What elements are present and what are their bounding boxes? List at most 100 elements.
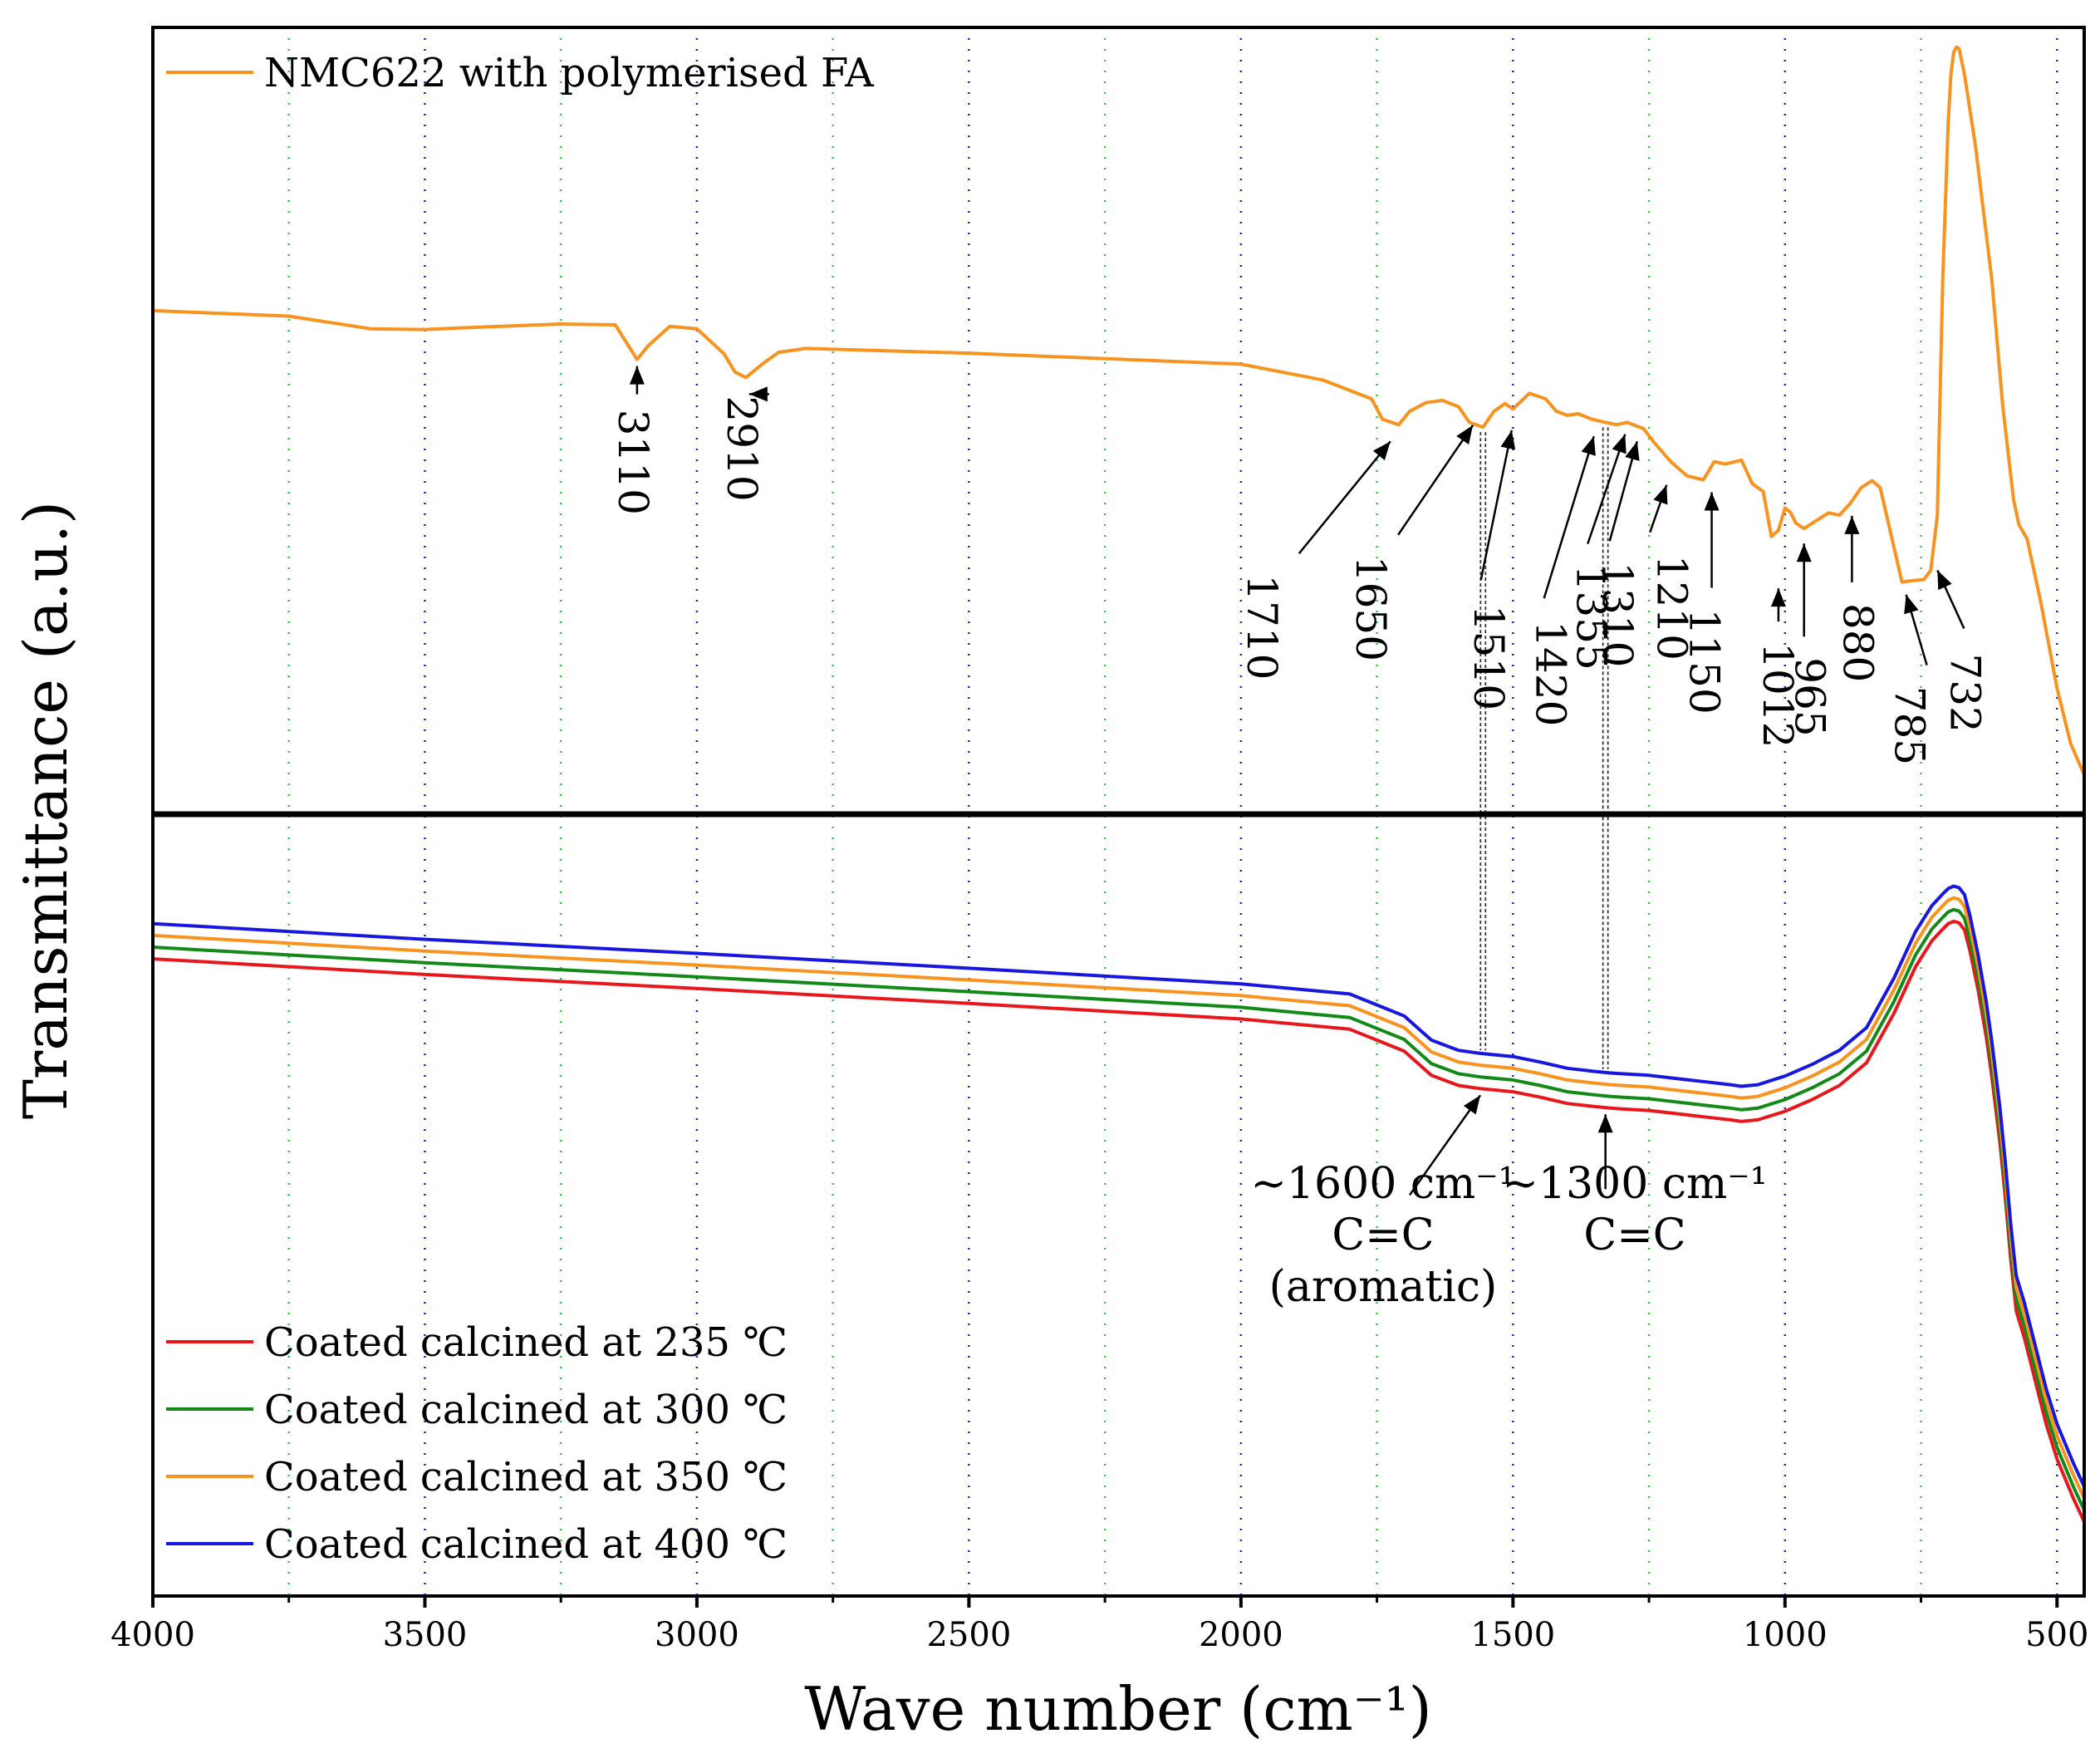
guide-line-1555 xyxy=(1479,432,1487,1051)
peak-arrow xyxy=(1543,435,1596,599)
peak-label-785: 785 xyxy=(1886,686,1934,765)
bottom-panel-series xyxy=(152,884,2086,1523)
guide-line-1330 xyxy=(1602,427,1609,1069)
peak-annotation-1510: 1510 xyxy=(1465,430,1516,710)
peak-annotation-785: 785 xyxy=(1886,594,1934,765)
peak-label-1012: 1012 xyxy=(1754,642,1802,748)
x-tick-label: 2000 xyxy=(1199,1616,1283,1654)
y-axis-title: Transmittance (a.u.) xyxy=(11,501,81,1119)
x-tick-label: 1000 xyxy=(1743,1616,1828,1654)
peak-annotation-1355: 1355 xyxy=(1567,434,1627,670)
peak-arrow xyxy=(1479,430,1516,581)
peak-arrow xyxy=(1608,440,1640,542)
legend-label: Coated calcined at 400 ℃ xyxy=(264,1521,788,1568)
peak-arrow-head xyxy=(629,366,645,385)
x-tick-label: 2500 xyxy=(926,1616,1011,1654)
peak-arrow xyxy=(1649,484,1668,533)
peak-arrow-shaft xyxy=(1479,430,1513,581)
series-line-4 xyxy=(152,884,2086,1488)
peak-arrow xyxy=(748,386,769,402)
peak-label-1210: 1210 xyxy=(1647,555,1695,661)
peak-label-2910: 2910 xyxy=(718,395,766,501)
peak-arrow-shaft xyxy=(1397,425,1474,536)
peak-arrow-head xyxy=(1625,441,1640,461)
note-text-line: ~1600 cm⁻¹ xyxy=(1250,1159,1515,1209)
peak-arrow xyxy=(629,366,645,395)
peak-annotation-1210: 1210 xyxy=(1647,484,1695,661)
legend-entry-3: Coated calcined at 350 ℃ xyxy=(166,1454,788,1500)
peak-arrow-head xyxy=(1500,430,1516,450)
legend-entry-4: Coated calcined at 400 ℃ xyxy=(166,1521,788,1568)
peak-label-3110: 3110 xyxy=(609,410,657,515)
peak-arrow-head xyxy=(1796,543,1812,562)
peak-label-1710: 1710 xyxy=(1238,574,1286,680)
note-arrow xyxy=(1597,1114,1613,1190)
peak-label-880: 880 xyxy=(1833,603,1882,682)
bottom-annotation-2: ~1300 cm⁻¹C=C xyxy=(1502,1114,1768,1260)
peak-arrow-shaft xyxy=(1543,435,1595,599)
peak-arrow-shaft xyxy=(1298,440,1391,555)
bottom-annotations: ~1600 cm⁻¹C=C(aromatic)~1300 cm⁻¹C=C xyxy=(1250,1094,1768,1312)
peak-arrow-head xyxy=(1372,441,1391,460)
legend-label: Coated calcined at 235 ℃ xyxy=(264,1319,788,1366)
x-axis-ticks: 4000 3500 3000 2500 2000 1500 1000 500 xyxy=(110,1596,2088,1654)
plot-frames xyxy=(151,26,2086,1598)
note-arrow-head xyxy=(1463,1095,1481,1115)
peak-arrow-head xyxy=(1456,425,1474,445)
peak-arrow xyxy=(1587,434,1627,545)
dashed-guide-lines xyxy=(1479,427,1609,1069)
top-panel-series xyxy=(152,45,2086,776)
note-text-line: (aromatic) xyxy=(1269,1262,1498,1312)
peak-arrow-head xyxy=(1937,570,1952,591)
peak-annotation-965: 965 xyxy=(1786,543,1834,737)
peak-arrow-head xyxy=(1612,434,1627,454)
peak-arrow-head xyxy=(748,386,768,402)
peak-annotation-1310: 1310 xyxy=(1593,440,1641,667)
peak-arrow-head xyxy=(1904,594,1919,615)
top-legend: NMC622 with polymerised FA xyxy=(166,50,875,96)
peak-arrow xyxy=(1796,543,1812,637)
note-arrow xyxy=(1409,1094,1482,1196)
peak-annotation-1012: 1012 xyxy=(1754,588,1802,748)
note-arrow-head xyxy=(1597,1114,1613,1133)
note-text-line: ~1300 cm⁻¹ xyxy=(1502,1159,1767,1209)
peak-annotation-1650: 1650 xyxy=(1347,425,1474,661)
peak-label-1355: 1355 xyxy=(1567,565,1615,670)
note-text-line: C=C xyxy=(1583,1211,1685,1260)
peak-label-1310: 1310 xyxy=(1593,562,1641,667)
legend-label: Coated calcined at 350 ℃ xyxy=(264,1454,788,1500)
peak-label-1420: 1420 xyxy=(1527,621,1575,726)
peak-arrow xyxy=(1397,425,1474,536)
peak-arrow xyxy=(1904,594,1928,665)
peak-annotation-1710: 1710 xyxy=(1238,440,1391,680)
bottom-annotation-1: ~1600 cm⁻¹C=C(aromatic) xyxy=(1250,1094,1516,1312)
peak-annotation-1150: 1150 xyxy=(1680,492,1729,715)
peak-arrow-head xyxy=(1770,588,1786,607)
peak-arrow xyxy=(1704,492,1720,588)
legend-label: NMC622 with polymerised FA xyxy=(264,50,875,96)
peak-arrow xyxy=(1844,515,1860,582)
peak-label-1150: 1150 xyxy=(1680,609,1729,715)
note-arrow-shaft xyxy=(1409,1094,1482,1196)
peak-arrow-head xyxy=(1844,515,1860,534)
x-tick-label: 500 xyxy=(2025,1616,2088,1654)
peak-label-732: 732 xyxy=(1941,653,1989,732)
x-tick-label: 3000 xyxy=(655,1616,739,1654)
peak-annotation-880: 880 xyxy=(1833,515,1882,682)
peak-arrow-head xyxy=(1704,492,1720,511)
peak-annotation-2910: 2910 xyxy=(718,386,769,502)
grid-lines xyxy=(287,27,2058,1596)
peak-label-965: 965 xyxy=(1786,657,1834,736)
legend-entry-nmc622: NMC622 with polymerised FA xyxy=(166,50,875,96)
x-tick-label: 3500 xyxy=(383,1616,468,1654)
series-line-nmc622-fa xyxy=(152,45,2086,776)
peak-arrow xyxy=(1770,588,1786,622)
peak-annotation-3110: 3110 xyxy=(609,366,657,515)
x-axis-title: Wave number (cm⁻¹) xyxy=(804,1674,1432,1744)
peak-arrow-shaft xyxy=(1587,434,1627,545)
x-tick-label: 4000 xyxy=(110,1616,195,1654)
peak-label-1650: 1650 xyxy=(1347,556,1395,661)
peak-label-1510: 1510 xyxy=(1465,605,1513,710)
